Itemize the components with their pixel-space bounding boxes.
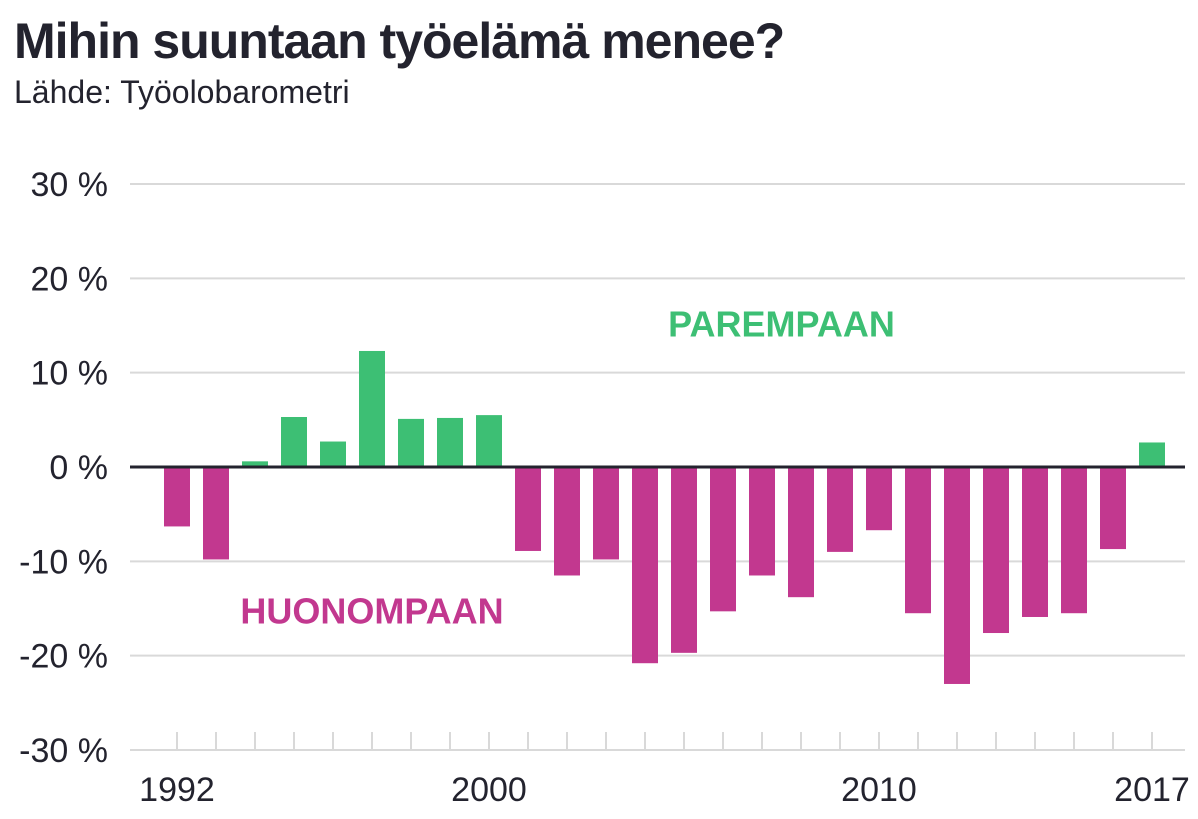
annotation-label: HUONOMPAAN xyxy=(240,590,503,631)
bar-1998 xyxy=(398,418,424,467)
bar-2010 xyxy=(866,467,892,531)
chart-title: Mihin suuntaan työelämä menee? xyxy=(14,13,785,69)
x-tick-label: 2000 xyxy=(451,771,527,809)
bar-1992 xyxy=(164,467,190,527)
y-tick-label: -30 % xyxy=(19,732,108,770)
bar-2008 xyxy=(788,467,814,598)
y-tick-label: 0 % xyxy=(49,449,108,487)
bar-2011 xyxy=(905,467,931,614)
y-tick-label: 30 % xyxy=(31,166,109,204)
x-tick-label: 2017 xyxy=(1114,771,1190,809)
x-axis: 1992 2000 2010 2017 xyxy=(139,732,1190,809)
bar-2009 xyxy=(827,467,853,552)
bar-2005 xyxy=(671,467,697,653)
bar-2006 xyxy=(710,467,736,612)
x-tick-label: 1992 xyxy=(139,771,215,809)
bar-2007 xyxy=(749,467,775,576)
bar-1997 xyxy=(359,350,385,467)
bar-2003 xyxy=(593,467,619,560)
bars xyxy=(164,350,1165,684)
annotations: PAREMPAAN HUONOMPAAN xyxy=(240,304,895,632)
bar-2016 xyxy=(1100,467,1126,550)
bar-2004 xyxy=(632,467,658,664)
bar-1996 xyxy=(320,441,346,467)
gridlines xyxy=(130,183,1185,751)
y-tick-label: -10 % xyxy=(19,543,108,581)
bar-2014 xyxy=(1022,467,1048,617)
bar-2015 xyxy=(1061,467,1087,614)
y-axis: 30 % 20 % 10 % 0 % -10 % -20 % -30 % xyxy=(19,166,108,770)
y-tick-label: 20 % xyxy=(31,260,109,298)
bar-1999 xyxy=(437,417,463,467)
chart-subtitle: Lähde: Työolobarometri xyxy=(14,74,350,110)
bar-1995 xyxy=(281,417,307,467)
x-tick-label: 2010 xyxy=(841,771,917,809)
bar-2001 xyxy=(515,467,541,551)
bar-2012 xyxy=(944,467,970,684)
bar-2017 xyxy=(1139,442,1165,467)
bar-1993 xyxy=(203,467,229,560)
bar-2000 xyxy=(476,415,502,467)
bar-1994 xyxy=(242,461,268,467)
y-tick-label: 10 % xyxy=(31,355,109,393)
y-tick-label: -20 % xyxy=(19,638,108,676)
bar-2002 xyxy=(554,467,580,576)
annotation-label: PAREMPAAN xyxy=(668,304,895,345)
bar-2013 xyxy=(983,467,1009,634)
